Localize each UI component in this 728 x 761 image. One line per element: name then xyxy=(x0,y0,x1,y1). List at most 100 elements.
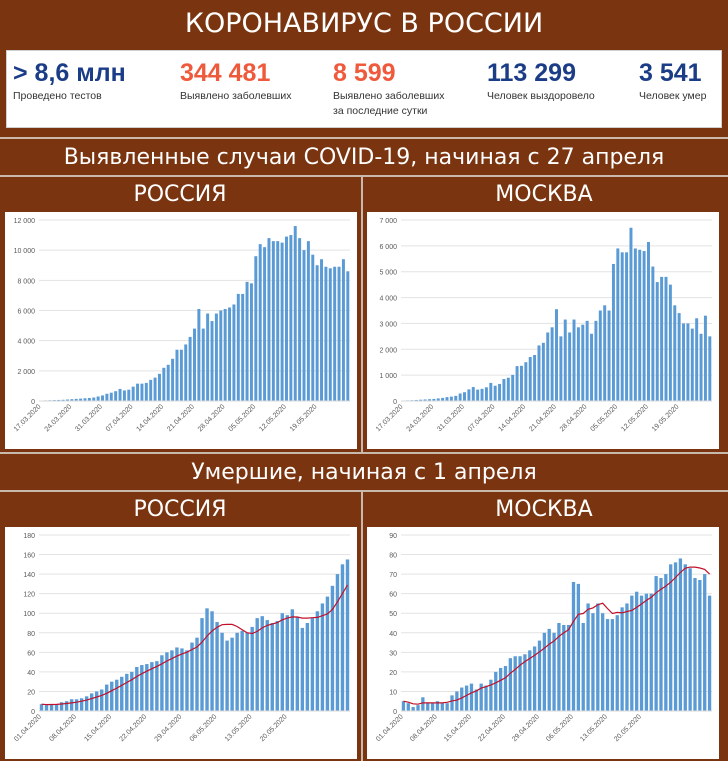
bar xyxy=(245,632,249,711)
bar xyxy=(122,390,126,401)
bar xyxy=(341,259,345,401)
bar xyxy=(669,564,673,711)
bar xyxy=(276,241,280,401)
bar xyxy=(118,388,122,401)
y-tick-label: 160 xyxy=(23,553,35,560)
bar xyxy=(610,619,615,711)
y-tick-label: 60 xyxy=(389,592,397,599)
bar xyxy=(223,308,227,401)
x-tick-label: 22.04.2020 xyxy=(477,713,507,743)
bar xyxy=(96,396,100,401)
y-tick-label: 6 000 xyxy=(379,244,397,251)
bar xyxy=(310,618,315,711)
section-title-deaths: Умершие, начиная с 1 апреля xyxy=(191,460,537,485)
y-tick-label: 70 xyxy=(389,572,397,579)
y-tick-label: 10 xyxy=(389,689,397,696)
bar xyxy=(707,595,712,711)
bar xyxy=(215,622,219,711)
stat-infected: 344 481 Выявлено заболевших xyxy=(180,57,291,104)
bar xyxy=(471,387,475,401)
bar xyxy=(406,703,410,711)
bar xyxy=(528,357,532,401)
bar xyxy=(87,397,91,401)
y-tick-label: 5 000 xyxy=(379,270,397,277)
bar xyxy=(693,578,697,711)
bar xyxy=(293,226,297,401)
bar xyxy=(605,619,610,711)
y-tick-label: 120 xyxy=(23,592,35,599)
region-label-russia-cases: РОССИЯ xyxy=(133,182,227,207)
region-label-moscow-cases: МОСКВА xyxy=(495,182,593,207)
bar xyxy=(677,313,681,401)
bar xyxy=(140,383,144,401)
bar xyxy=(454,395,458,401)
bar xyxy=(476,389,480,401)
bar xyxy=(150,662,154,711)
bar xyxy=(267,238,271,401)
divider xyxy=(0,137,728,139)
bar xyxy=(524,362,528,401)
bar xyxy=(145,664,149,711)
bar xyxy=(436,398,440,401)
bar xyxy=(305,623,310,711)
x-tick-label: 06.05.2020 xyxy=(189,713,219,743)
bar xyxy=(668,284,672,401)
bar xyxy=(576,583,581,711)
bar xyxy=(214,313,218,401)
bar xyxy=(489,382,493,401)
section-title-cases: Выявленные случаи COVID-19, начиная с 27… xyxy=(63,145,665,170)
bar xyxy=(130,671,134,711)
bar xyxy=(74,699,79,711)
bar xyxy=(633,248,637,401)
bar xyxy=(523,654,527,711)
x-tick-label: 06.05.2020 xyxy=(545,713,575,743)
y-tick-label: 180 xyxy=(23,533,35,540)
bar xyxy=(559,336,563,401)
bar xyxy=(258,244,262,401)
bar xyxy=(458,393,462,401)
bar xyxy=(607,310,611,401)
bar xyxy=(550,327,554,401)
bar xyxy=(49,704,54,711)
bar xyxy=(591,613,595,711)
bar xyxy=(105,684,109,711)
x-tick-label: 20.05.2020 xyxy=(613,713,643,743)
x-tick-label: 01.04.2020 xyxy=(13,713,43,743)
bar xyxy=(494,671,498,711)
bar xyxy=(260,616,264,711)
bar xyxy=(69,699,74,711)
bar xyxy=(170,650,174,711)
y-tick-label: 80 xyxy=(27,631,35,638)
stat-recovered: 113 299 Человек выздоровело xyxy=(487,57,595,104)
bar xyxy=(639,595,644,711)
y-tick-label: 7 000 xyxy=(379,218,397,225)
bar xyxy=(603,305,607,401)
bar xyxy=(149,379,153,401)
bar xyxy=(175,647,179,711)
bar xyxy=(311,254,315,401)
x-tick-label: 22.04.2020 xyxy=(119,713,149,743)
chart-moscow-cases-svg: 0 1 000 2 000 3 000 4 000 5 000 6 000 7 000 17.0… xyxy=(375,218,712,433)
bar xyxy=(581,324,585,401)
bar xyxy=(65,399,69,401)
bar xyxy=(698,579,702,711)
bar xyxy=(184,344,188,401)
bar xyxy=(193,328,196,401)
bar xyxy=(328,268,332,401)
bar xyxy=(153,377,157,401)
bar xyxy=(625,603,629,711)
divider xyxy=(361,175,363,452)
bar xyxy=(333,266,337,401)
bar xyxy=(144,382,148,401)
y-tick-label: 100 xyxy=(23,611,35,618)
bar xyxy=(230,637,234,711)
y-tick-label: 20 xyxy=(27,689,35,696)
x-tick-label: 12.05.2020 xyxy=(620,403,650,433)
bar xyxy=(563,319,567,401)
x-tick-label: 13.05.2020 xyxy=(579,713,609,743)
bar xyxy=(190,642,194,711)
bar xyxy=(79,398,83,401)
bar xyxy=(620,607,624,711)
bar xyxy=(651,266,655,401)
